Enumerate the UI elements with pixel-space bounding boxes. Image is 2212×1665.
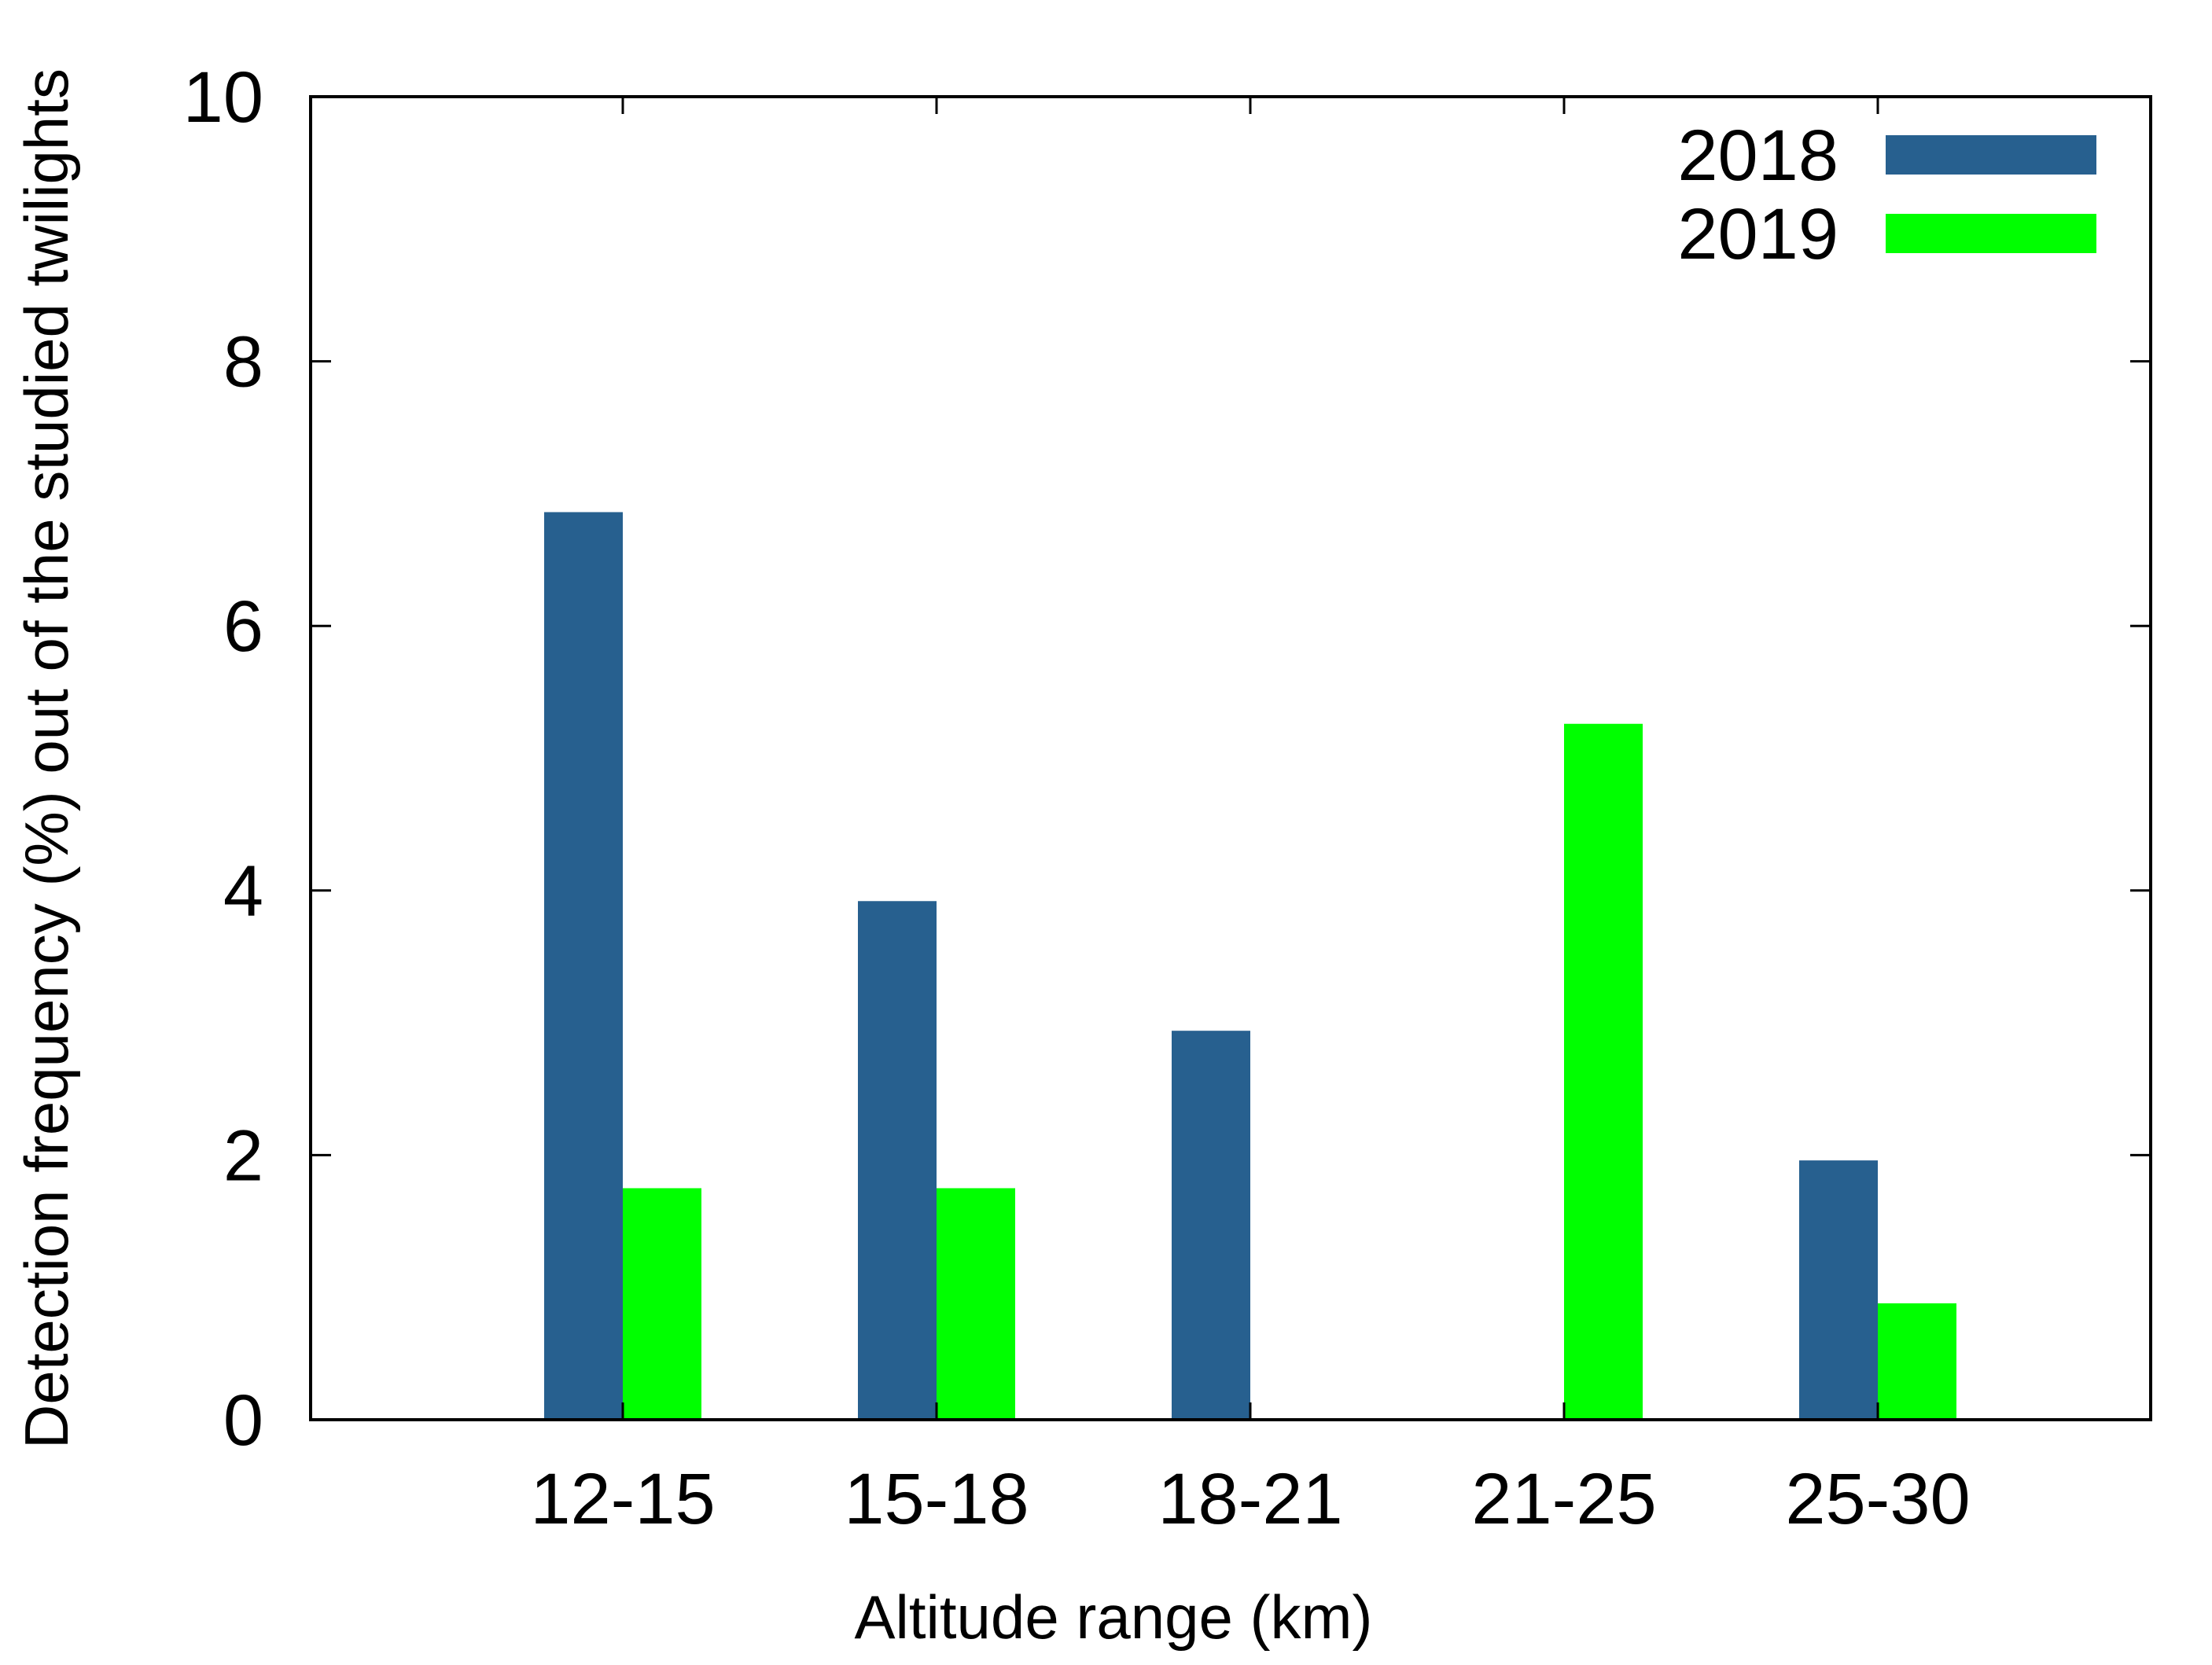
y-tick-label: 4 — [223, 851, 263, 932]
plot-area-frame — [309, 95, 2152, 1421]
y-tick-label: 2 — [223, 1116, 263, 1196]
x-tick-label: 12-15 — [530, 1459, 715, 1539]
bar-2019-25-30 — [1878, 1303, 1956, 1420]
legend-label-2018: 2018 — [1677, 116, 1838, 196]
bar-2019-12-15 — [623, 1188, 701, 1420]
legend-swatch-2018 — [1886, 135, 2096, 175]
legend-label-2019: 2019 — [1677, 194, 1838, 274]
y-tick-label: 6 — [223, 586, 263, 667]
x-tick-label: 25-30 — [1785, 1459, 1970, 1539]
y-axis-title: Detection frequency (%) out of the studi… — [12, 68, 81, 1449]
y-tick-label: 8 — [223, 322, 263, 402]
y-tick-label: 0 — [223, 1380, 263, 1461]
x-tick-label: 15-18 — [844, 1459, 1029, 1539]
x-tick-label: 21-25 — [1471, 1459, 1656, 1539]
bar-2018-18-21 — [1172, 1031, 1250, 1420]
x-axis-title: Altitude range (km) — [855, 1582, 1373, 1652]
legend-swatch-2019 — [1886, 214, 2096, 253]
x-tick-label: 18-21 — [1158, 1459, 1342, 1539]
bar-2019-21-25 — [1564, 723, 1643, 1420]
bar-2018-25-30 — [1799, 1160, 1878, 1420]
bars-layer — [544, 512, 1956, 1421]
y-tick-label: 10 — [183, 57, 263, 138]
y-tick-labels: 0 2 4 6 8 10 — [183, 57, 263, 1461]
x-tick-labels: 12-15 15-18 18-21 21-25 25-30 — [530, 1459, 1970, 1539]
bar-2018-12-15 — [544, 512, 623, 1421]
bar-2019-15-18 — [937, 1188, 1015, 1420]
bar-2018-15-18 — [858, 901, 937, 1420]
